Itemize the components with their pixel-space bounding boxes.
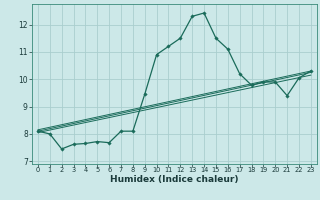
X-axis label: Humidex (Indice chaleur): Humidex (Indice chaleur) [110,175,239,184]
